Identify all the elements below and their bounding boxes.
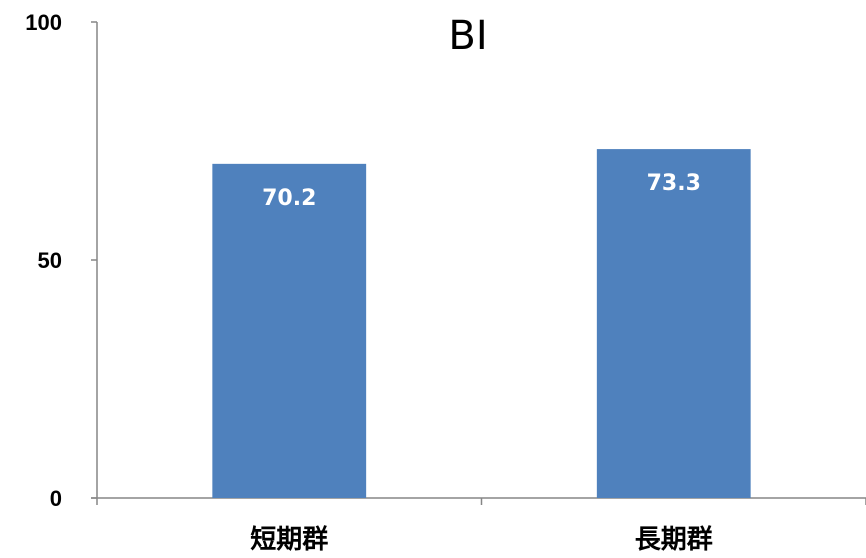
bar xyxy=(596,149,751,499)
y-tick-label: 0 xyxy=(50,486,62,511)
x-ticks xyxy=(96,498,866,505)
category-label: 長期群 xyxy=(635,525,713,555)
bar xyxy=(212,163,367,498)
y-tick-label: 50 xyxy=(38,248,62,273)
category-label: 短期群 xyxy=(250,525,328,555)
data-label: 73.3 xyxy=(647,171,701,196)
y-tick-label: 100 xyxy=(25,10,62,35)
category-labels: 短期群 長期群 xyxy=(250,525,713,555)
data-labels: 70.2 73.3 xyxy=(262,171,701,211)
bars xyxy=(212,149,751,499)
chart-title: BI xyxy=(448,13,487,59)
y-ticks: 0 50 100 xyxy=(25,10,97,511)
data-label: 70.2 xyxy=(262,186,316,211)
